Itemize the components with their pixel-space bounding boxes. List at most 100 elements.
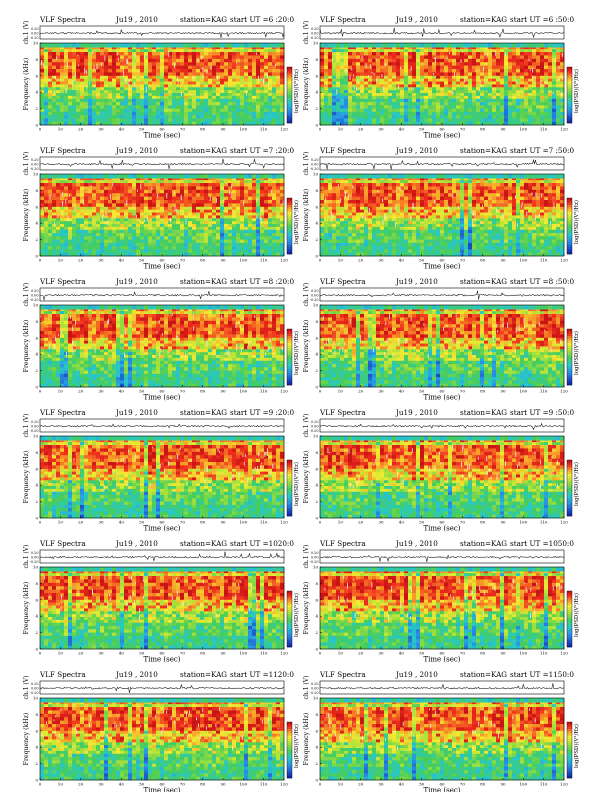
spectrogram-cell xyxy=(48,203,53,208)
spectrogram-cell xyxy=(556,72,561,77)
spectrogram-cell xyxy=(124,189,129,194)
spectrogram-cell xyxy=(456,93,461,97)
spectrogram-cell xyxy=(192,93,197,97)
spectrogram-cell xyxy=(428,58,433,63)
spectrogram-cell xyxy=(112,186,117,191)
spectrogram-cell xyxy=(164,224,169,228)
spectrogram-cell xyxy=(268,47,273,50)
spectrogram-cell xyxy=(468,65,473,70)
spectrogram-cell xyxy=(260,246,265,250)
spectrogram-cell xyxy=(360,78,365,82)
spectrogram-cell xyxy=(184,47,189,50)
spectrogram-cell xyxy=(496,75,501,79)
spectrogram-cell xyxy=(116,49,121,53)
spectrogram-cell xyxy=(364,87,369,91)
spectrogram-cell xyxy=(68,218,73,222)
spectrogram-speckle xyxy=(134,53,136,59)
spectrogram-cell xyxy=(228,90,233,94)
spectrogram-cell xyxy=(92,111,97,116)
spectrogram-cell xyxy=(220,47,225,50)
spectrogram-cell xyxy=(68,249,73,254)
spectrogram-cell xyxy=(76,229,81,234)
spectrogram-cell xyxy=(176,209,181,213)
spectrogram-cell xyxy=(64,69,69,73)
spectrogram-cell xyxy=(160,246,165,250)
spectrogram-cell xyxy=(188,93,193,97)
spectrogram-cell xyxy=(148,62,153,66)
spectrogram-cell xyxy=(552,105,557,109)
spectrogram-cell xyxy=(412,111,417,116)
spectrogram-cell xyxy=(140,90,145,94)
spectrogram-cell xyxy=(504,111,509,116)
spectrogram-cell xyxy=(512,118,517,123)
spectrogram-cell xyxy=(124,95,129,100)
spectrogram-cell xyxy=(368,90,373,94)
spectrogram-cell xyxy=(196,249,201,254)
spectrogram-cell xyxy=(472,65,477,70)
spectrogram-cell xyxy=(256,203,261,208)
spectrogram-cell xyxy=(436,115,441,119)
spectrogram-cell xyxy=(112,87,117,91)
spectrogram-cell xyxy=(544,90,549,94)
spectrogram-cell xyxy=(556,52,561,56)
spectrogram-cell xyxy=(356,98,361,103)
spectrogram-cell xyxy=(116,196,121,201)
spectrogram-cell xyxy=(536,102,541,106)
spectrogram-cell xyxy=(48,178,53,181)
spectrogram-cell xyxy=(164,239,169,244)
spectrogram-cell xyxy=(244,65,249,70)
spectrogram-cell xyxy=(336,87,341,91)
spectrogram-cell xyxy=(140,72,145,77)
spectrogram-cell xyxy=(168,229,173,234)
panel-station: station=KAG xyxy=(180,146,227,155)
spectrogram-cell xyxy=(340,87,345,91)
spectrogram-cell xyxy=(160,115,165,119)
spectrogram-speckle xyxy=(201,56,202,60)
time-tick-label: 0 xyxy=(39,127,42,132)
spectrogram-cell xyxy=(216,93,221,97)
spectrogram-cell xyxy=(268,78,273,82)
spectrogram-cell xyxy=(228,87,233,91)
spectrogram-cell xyxy=(212,47,217,50)
spectrogram-cell xyxy=(408,121,413,126)
spectrogram-cell xyxy=(100,242,105,247)
spectrogram-cell xyxy=(252,84,257,88)
spectrogram-cell xyxy=(216,95,221,100)
spectrogram-cell xyxy=(552,69,557,73)
spectrogram-cell xyxy=(84,55,89,60)
spectrogram-cell xyxy=(140,78,145,82)
spectrogram-cell xyxy=(104,200,109,204)
spectrogram-cell xyxy=(320,118,325,123)
spectrogram-cell xyxy=(64,81,69,85)
spectrogram-cell xyxy=(272,174,277,179)
spectrogram-cell xyxy=(492,65,497,70)
spectrogram-cell xyxy=(40,72,45,77)
spectrogram-cell xyxy=(188,69,193,73)
spectrogram-cell xyxy=(536,62,541,66)
spectrogram-cell xyxy=(544,72,549,77)
spectrogram-cell xyxy=(124,206,129,210)
spectrogram-cell xyxy=(136,246,141,250)
spectrogram-cell xyxy=(508,47,513,50)
spectrogram-cell xyxy=(220,93,225,97)
spectrogram-cell xyxy=(104,58,109,63)
spectrogram-cell xyxy=(472,105,477,109)
spectrogram-cell xyxy=(76,84,81,88)
spectrogram-cell xyxy=(516,102,521,106)
spectrogram-cell xyxy=(516,84,521,88)
spectrogram-cell xyxy=(92,212,97,216)
spectrogram-cell xyxy=(352,55,357,60)
spectrogram-cell xyxy=(476,72,481,77)
spectrogram-cell xyxy=(552,75,557,79)
spectrogram-cell xyxy=(356,95,361,100)
spectrogram-cell xyxy=(368,49,373,53)
spectrogram-cell xyxy=(216,196,221,201)
spectrogram-cell xyxy=(176,95,181,100)
spectrogram-cell xyxy=(144,115,149,119)
spectrogram-cell xyxy=(508,43,513,48)
spectrogram-cell xyxy=(380,87,385,91)
spectrogram-cell xyxy=(504,98,509,103)
spectrogram-cell xyxy=(428,121,433,126)
spectrogram-cell xyxy=(356,52,361,56)
spectrogram-cell xyxy=(256,236,261,240)
